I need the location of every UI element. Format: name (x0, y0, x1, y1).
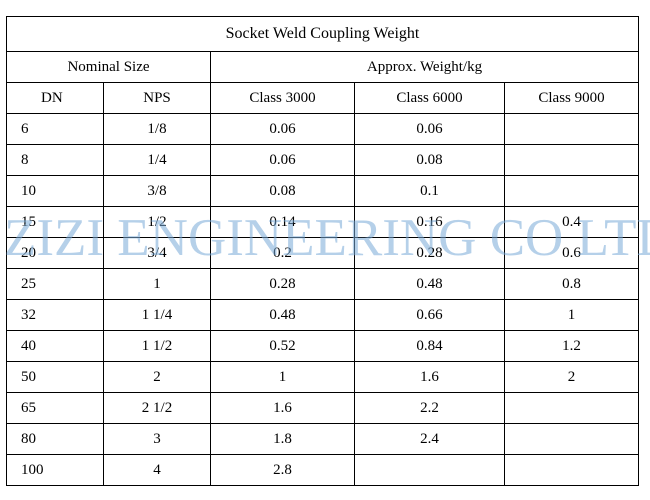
class-3000-cell: 1 (210, 361, 355, 393)
dn-cell: 40 (6, 330, 104, 362)
class-3000-cell: 0.06 (210, 113, 355, 145)
nps-cell: 1/2 (103, 206, 211, 238)
class-6000-cell: 0.06 (354, 113, 505, 145)
dn-cell: 10 (6, 175, 104, 207)
class-9000-cell: 0.8 (503, 268, 640, 300)
column-header-class-6000: Class 6000 (354, 82, 505, 114)
nps-cell: 2 1/2 (103, 392, 211, 424)
class-9000-cell: 0.4 (503, 206, 640, 238)
class-3000-cell: 1.6 (210, 392, 355, 424)
dn-cell: 32 (6, 299, 104, 331)
column-header-row: DN NPS Class 3000 Class 6000 Class 9000 (6, 82, 640, 114)
class-3000-cell: 0.06 (210, 144, 355, 176)
class-3000-cell: 2.8 (210, 454, 355, 486)
dn-cell: 80 (6, 423, 104, 455)
class-3000-cell: 1.8 (210, 423, 355, 455)
column-header-nps: NPS (103, 82, 211, 114)
column-header-class-3000: Class 3000 (210, 82, 355, 114)
class-9000-cell (503, 454, 640, 486)
class-9000-cell: 1.2 (503, 330, 640, 362)
nps-cell: 4 (103, 454, 211, 486)
class-9000-cell (503, 144, 640, 176)
nps-cell: 1 1/2 (103, 330, 211, 362)
dn-cell: 15 (6, 206, 104, 238)
table-row: 40 1 1/2 0.52 0.84 1.2 (6, 330, 640, 362)
nps-cell: 3/8 (103, 175, 211, 207)
column-header-class-9000: Class 9000 (503, 82, 640, 114)
dn-cell: 6 (6, 113, 104, 145)
class-3000-cell: 0.48 (210, 299, 355, 331)
table-row: 20 3/4 0.2 0.28 0.6 (6, 237, 640, 269)
weight-header: Approx. Weight/kg (209, 51, 640, 83)
title-row: Socket Weld Coupling Weight (5, 16, 640, 52)
class-9000-cell (503, 423, 640, 455)
class-9000-cell: 2 (503, 361, 640, 393)
table-row: 50 2 1 1.6 2 (6, 361, 640, 393)
table-row: 80 3 1.8 2.4 (6, 423, 640, 455)
class-6000-cell: 0.28 (354, 237, 505, 269)
table-row: 65 2 1/2 1.6 2.2 (6, 392, 640, 424)
dn-cell: 100 (6, 454, 104, 486)
table-row: 15 1/2 0.14 0.16 0.4 (6, 206, 640, 238)
dn-cell: 25 (6, 268, 104, 300)
nps-cell: 1/4 (103, 144, 211, 176)
nps-cell: 3 (103, 423, 211, 455)
class-6000-cell: 2.2 (354, 392, 505, 424)
class-9000-cell (503, 175, 640, 207)
class-6000-cell: 1.6 (354, 361, 505, 393)
class-6000-cell: 0.48 (354, 268, 505, 300)
class-9000-cell (503, 113, 640, 145)
table-title: Socket Weld Coupling Weight (5, 16, 640, 52)
table-row: 6 1/8 0.06 0.06 (6, 113, 640, 145)
class-6000-cell: 2.4 (354, 423, 505, 455)
nps-cell: 2 (103, 361, 211, 393)
nps-cell: 1/8 (103, 113, 211, 145)
table-row: 25 1 0.28 0.48 0.8 (6, 268, 640, 300)
class-9000-cell: 1 (503, 299, 640, 331)
nps-cell: 1 1/4 (103, 299, 211, 331)
dn-cell: 20 (6, 237, 104, 269)
class-9000-cell: 0.6 (503, 237, 640, 269)
column-header-dn: DN (6, 82, 104, 114)
class-6000-cell: 0.08 (354, 144, 505, 176)
group-header-row: Nominal Size Approx. Weight/kg (6, 51, 640, 83)
table-row: 10 3/8 0.08 0.1 (6, 175, 640, 207)
class-9000-cell (503, 392, 640, 424)
socket-weld-coupling-weight-table: Socket Weld Coupling Weight Nominal Size… (5, 16, 640, 486)
class-3000-cell: 0.28 (210, 268, 355, 300)
class-6000-cell (354, 454, 505, 486)
dn-cell: 8 (6, 144, 104, 176)
table-row: 8 1/4 0.06 0.08 (6, 144, 640, 176)
class-3000-cell: 0.52 (210, 330, 355, 362)
class-6000-cell: 0.16 (354, 206, 505, 238)
table-row: 100 4 2.8 (6, 454, 640, 486)
nps-cell: 3/4 (103, 237, 211, 269)
class-3000-cell: 0.2 (210, 237, 355, 269)
class-3000-cell: 0.14 (210, 206, 355, 238)
dn-cell: 65 (6, 392, 104, 424)
class-6000-cell: 0.66 (354, 299, 505, 331)
class-6000-cell: 0.84 (354, 330, 505, 362)
nominal-size-header: Nominal Size (6, 51, 211, 83)
dn-cell: 50 (6, 361, 104, 393)
nps-cell: 1 (103, 268, 211, 300)
table-row: 32 1 1/4 0.48 0.66 1 (6, 299, 640, 331)
class-6000-cell: 0.1 (354, 175, 505, 207)
class-3000-cell: 0.08 (210, 175, 355, 207)
